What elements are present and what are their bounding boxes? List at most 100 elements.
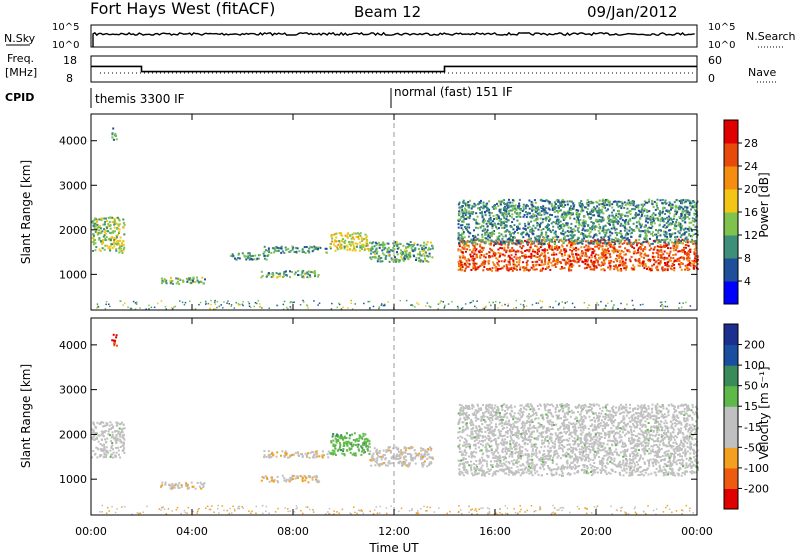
- freq-right-tick-bottom: 0: [708, 72, 715, 85]
- feature-2: [111, 333, 118, 347]
- velocity-heatmap: [91, 333, 699, 516]
- feature-3: [160, 481, 206, 491]
- feature-4: [260, 474, 321, 484]
- ytick-label: 3000: [59, 179, 87, 192]
- colorbar-segment: [724, 189, 738, 213]
- colorbar-tick-label: 28: [744, 137, 758, 150]
- feature-9: [457, 238, 699, 272]
- colorbar-segment: [724, 488, 738, 510]
- freq-label-line2: [MHz]: [5, 66, 37, 79]
- feature-7: [369, 446, 434, 468]
- colorbar-segment: [724, 143, 738, 167]
- xtick-label: 16:00: [479, 525, 511, 538]
- colorbar-tick-label: -100: [744, 462, 769, 475]
- velocity-colorbar: -200 -100 -50 -15 15 50 100 200: [723, 323, 769, 510]
- feature-5: [260, 269, 320, 279]
- nsky-left-tick-bottom: 10^0: [52, 40, 79, 51]
- feature-1: [91, 216, 126, 254]
- beam-label: Beam 12: [354, 3, 421, 21]
- power-axes: 1000 2000 3000 4000: [59, 114, 698, 310]
- near-range-scatter: [99, 504, 694, 516]
- freq-right-tick-top: 60: [708, 54, 722, 67]
- xtick-label: 20:00: [580, 525, 612, 538]
- feature-8: [369, 241, 434, 263]
- ytick-label: 1000: [59, 268, 87, 281]
- colorbar-segment: [724, 281, 738, 305]
- colorbar-segment: [724, 235, 738, 259]
- feature-4: [230, 252, 270, 261]
- nsky-right-tick-top: 10^5: [708, 22, 735, 33]
- velocity-colorbar-label: Velocity [m s⁻¹]: [757, 366, 771, 459]
- power-heatmap: [91, 127, 699, 310]
- colorbar-segment: [724, 166, 738, 190]
- ytick-label: 4000: [59, 339, 87, 352]
- date-label: 09/Jan/2012: [587, 3, 678, 21]
- near-range-scatter: [96, 299, 692, 310]
- cpid-mode-2: normal (fast) 151 IF: [394, 85, 513, 99]
- colorbar-segment: [724, 258, 738, 282]
- nsky-trace: [92, 31, 695, 47]
- colorbar-segment: [724, 406, 738, 428]
- xtick-label: 12:00: [378, 525, 410, 538]
- nave-label: Nave: [748, 66, 776, 79]
- feature-6: [329, 432, 371, 457]
- xtick-label: 00:00: [681, 525, 713, 538]
- title: Fort Hays West (fitACF): [90, 0, 275, 18]
- colorbar-segment: [724, 467, 738, 489]
- feature-5: [263, 450, 330, 459]
- colorbar-tick-label: 4: [744, 275, 751, 288]
- colorbar-segment: [724, 212, 738, 236]
- ytick-label: 3000: [59, 384, 87, 397]
- colorbar-segment: [724, 447, 738, 469]
- freq-label-line1: Freq.: [7, 52, 34, 65]
- colorbar-tick-label: 20: [744, 183, 758, 196]
- colorbar-tick-label: 16: [744, 206, 758, 219]
- velocity-ylabel: Slant Range [km]: [19, 364, 33, 468]
- x-axis: 00:00 04:00 08:00 12:00 16:00 20:00 00:00: [75, 525, 713, 538]
- nsky-left-tick-top: 10^5: [52, 22, 79, 33]
- power-colorbar-label: Power [dB]: [757, 172, 771, 237]
- colorbar-segment: [724, 385, 738, 407]
- colorbar-tick-label: 8: [744, 252, 751, 265]
- xtick-label: 08:00: [277, 525, 309, 538]
- freq-left-tick-top: 18: [63, 54, 77, 67]
- feature-10: [457, 198, 699, 246]
- colorbar-tick-label: 200: [744, 339, 765, 352]
- nsky-label: N.Sky: [4, 32, 36, 45]
- feature-7: [329, 232, 370, 252]
- feature-2: [111, 127, 118, 141]
- power-colorbar: 4 8 12 16 20 24 28: [723, 119, 758, 305]
- colorbar-tick-label: -50: [744, 441, 762, 454]
- colorbar-frame: [723, 323, 739, 510]
- colorbar-tick-label: -200: [744, 482, 769, 495]
- ytick-label: 2000: [59, 428, 87, 441]
- feature-6: [263, 245, 328, 254]
- feature-8: [457, 403, 699, 477]
- feature-1: [91, 421, 126, 459]
- colorbar-segment: [724, 426, 738, 448]
- cpid-label: CPID: [5, 91, 34, 104]
- colorbar-tick-label: 24: [744, 160, 758, 173]
- freq-panel: [90, 55, 698, 83]
- xtick-label: 00:00: [75, 525, 107, 538]
- ytick-label: 4000: [59, 135, 87, 148]
- colorbar-tick-label: 12: [744, 229, 758, 242]
- ytick-label: 1000: [59, 473, 87, 486]
- feature-3: [160, 276, 206, 285]
- ytick-label: 2000: [59, 224, 87, 237]
- nsky-right-tick-bottom: 10^0: [708, 40, 735, 51]
- colorbar-tick-label: -15: [744, 421, 762, 434]
- cpid-mode-1: themis 3300 IF: [95, 92, 185, 106]
- colorbar-segment: [724, 344, 738, 366]
- velocity-axes: 1000 2000 3000 4000: [59, 318, 698, 515]
- colorbar-segment: [724, 120, 738, 144]
- colorbar-segment: [724, 324, 738, 346]
- colorbar-tick-label: 15: [744, 400, 758, 413]
- nsearch-label: N.Search: [746, 30, 796, 43]
- x-axis-label: Time UT: [368, 541, 419, 554]
- freq-trace: [91, 65, 697, 73]
- xtick-label: 04:00: [176, 525, 208, 538]
- colorbar-tick-label: 100: [744, 359, 765, 372]
- freq-left-tick-bottom: 8: [66, 72, 73, 85]
